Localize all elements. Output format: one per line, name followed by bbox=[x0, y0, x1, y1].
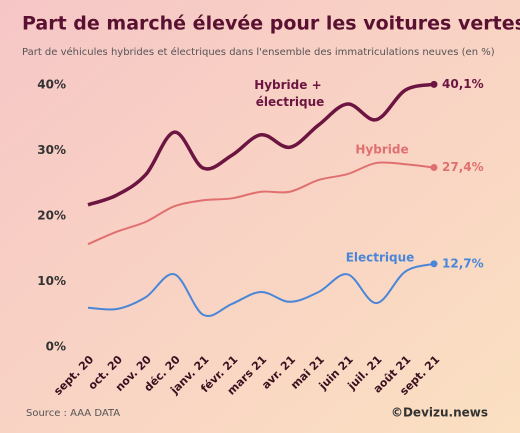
series-line bbox=[87, 82, 435, 207]
series-label: Electrique bbox=[346, 251, 415, 265]
y-tick-label: 20% bbox=[37, 209, 66, 223]
series-label-line: électrique bbox=[256, 95, 325, 109]
point bbox=[430, 260, 438, 268]
chart-title: Part de marché élevée pour les voitures … bbox=[22, 13, 520, 35]
point bbox=[430, 164, 438, 172]
y-tick-label: 10% bbox=[37, 274, 66, 288]
y-tick-label: 40% bbox=[37, 78, 66, 92]
y-tick-label: 0% bbox=[46, 340, 66, 354]
series-line bbox=[87, 262, 435, 317]
credit: ©Devizu.news bbox=[391, 406, 488, 420]
value-label: 12,7% bbox=[442, 256, 484, 270]
point bbox=[430, 80, 438, 88]
series-line bbox=[87, 161, 435, 246]
y-tick-label: 30% bbox=[37, 143, 66, 157]
value-label: 40,1% bbox=[442, 77, 484, 91]
series-label-line: Hybride + bbox=[254, 78, 326, 92]
series-label: Hybride bbox=[355, 143, 408, 157]
series-label: Hybride + électrique bbox=[254, 78, 326, 109]
chart-subtitle: Part de véhicules hybrides et électrique… bbox=[22, 46, 495, 58]
value-label: 27,4% bbox=[442, 160, 484, 174]
source: Source : AAA DATA bbox=[26, 408, 120, 419]
